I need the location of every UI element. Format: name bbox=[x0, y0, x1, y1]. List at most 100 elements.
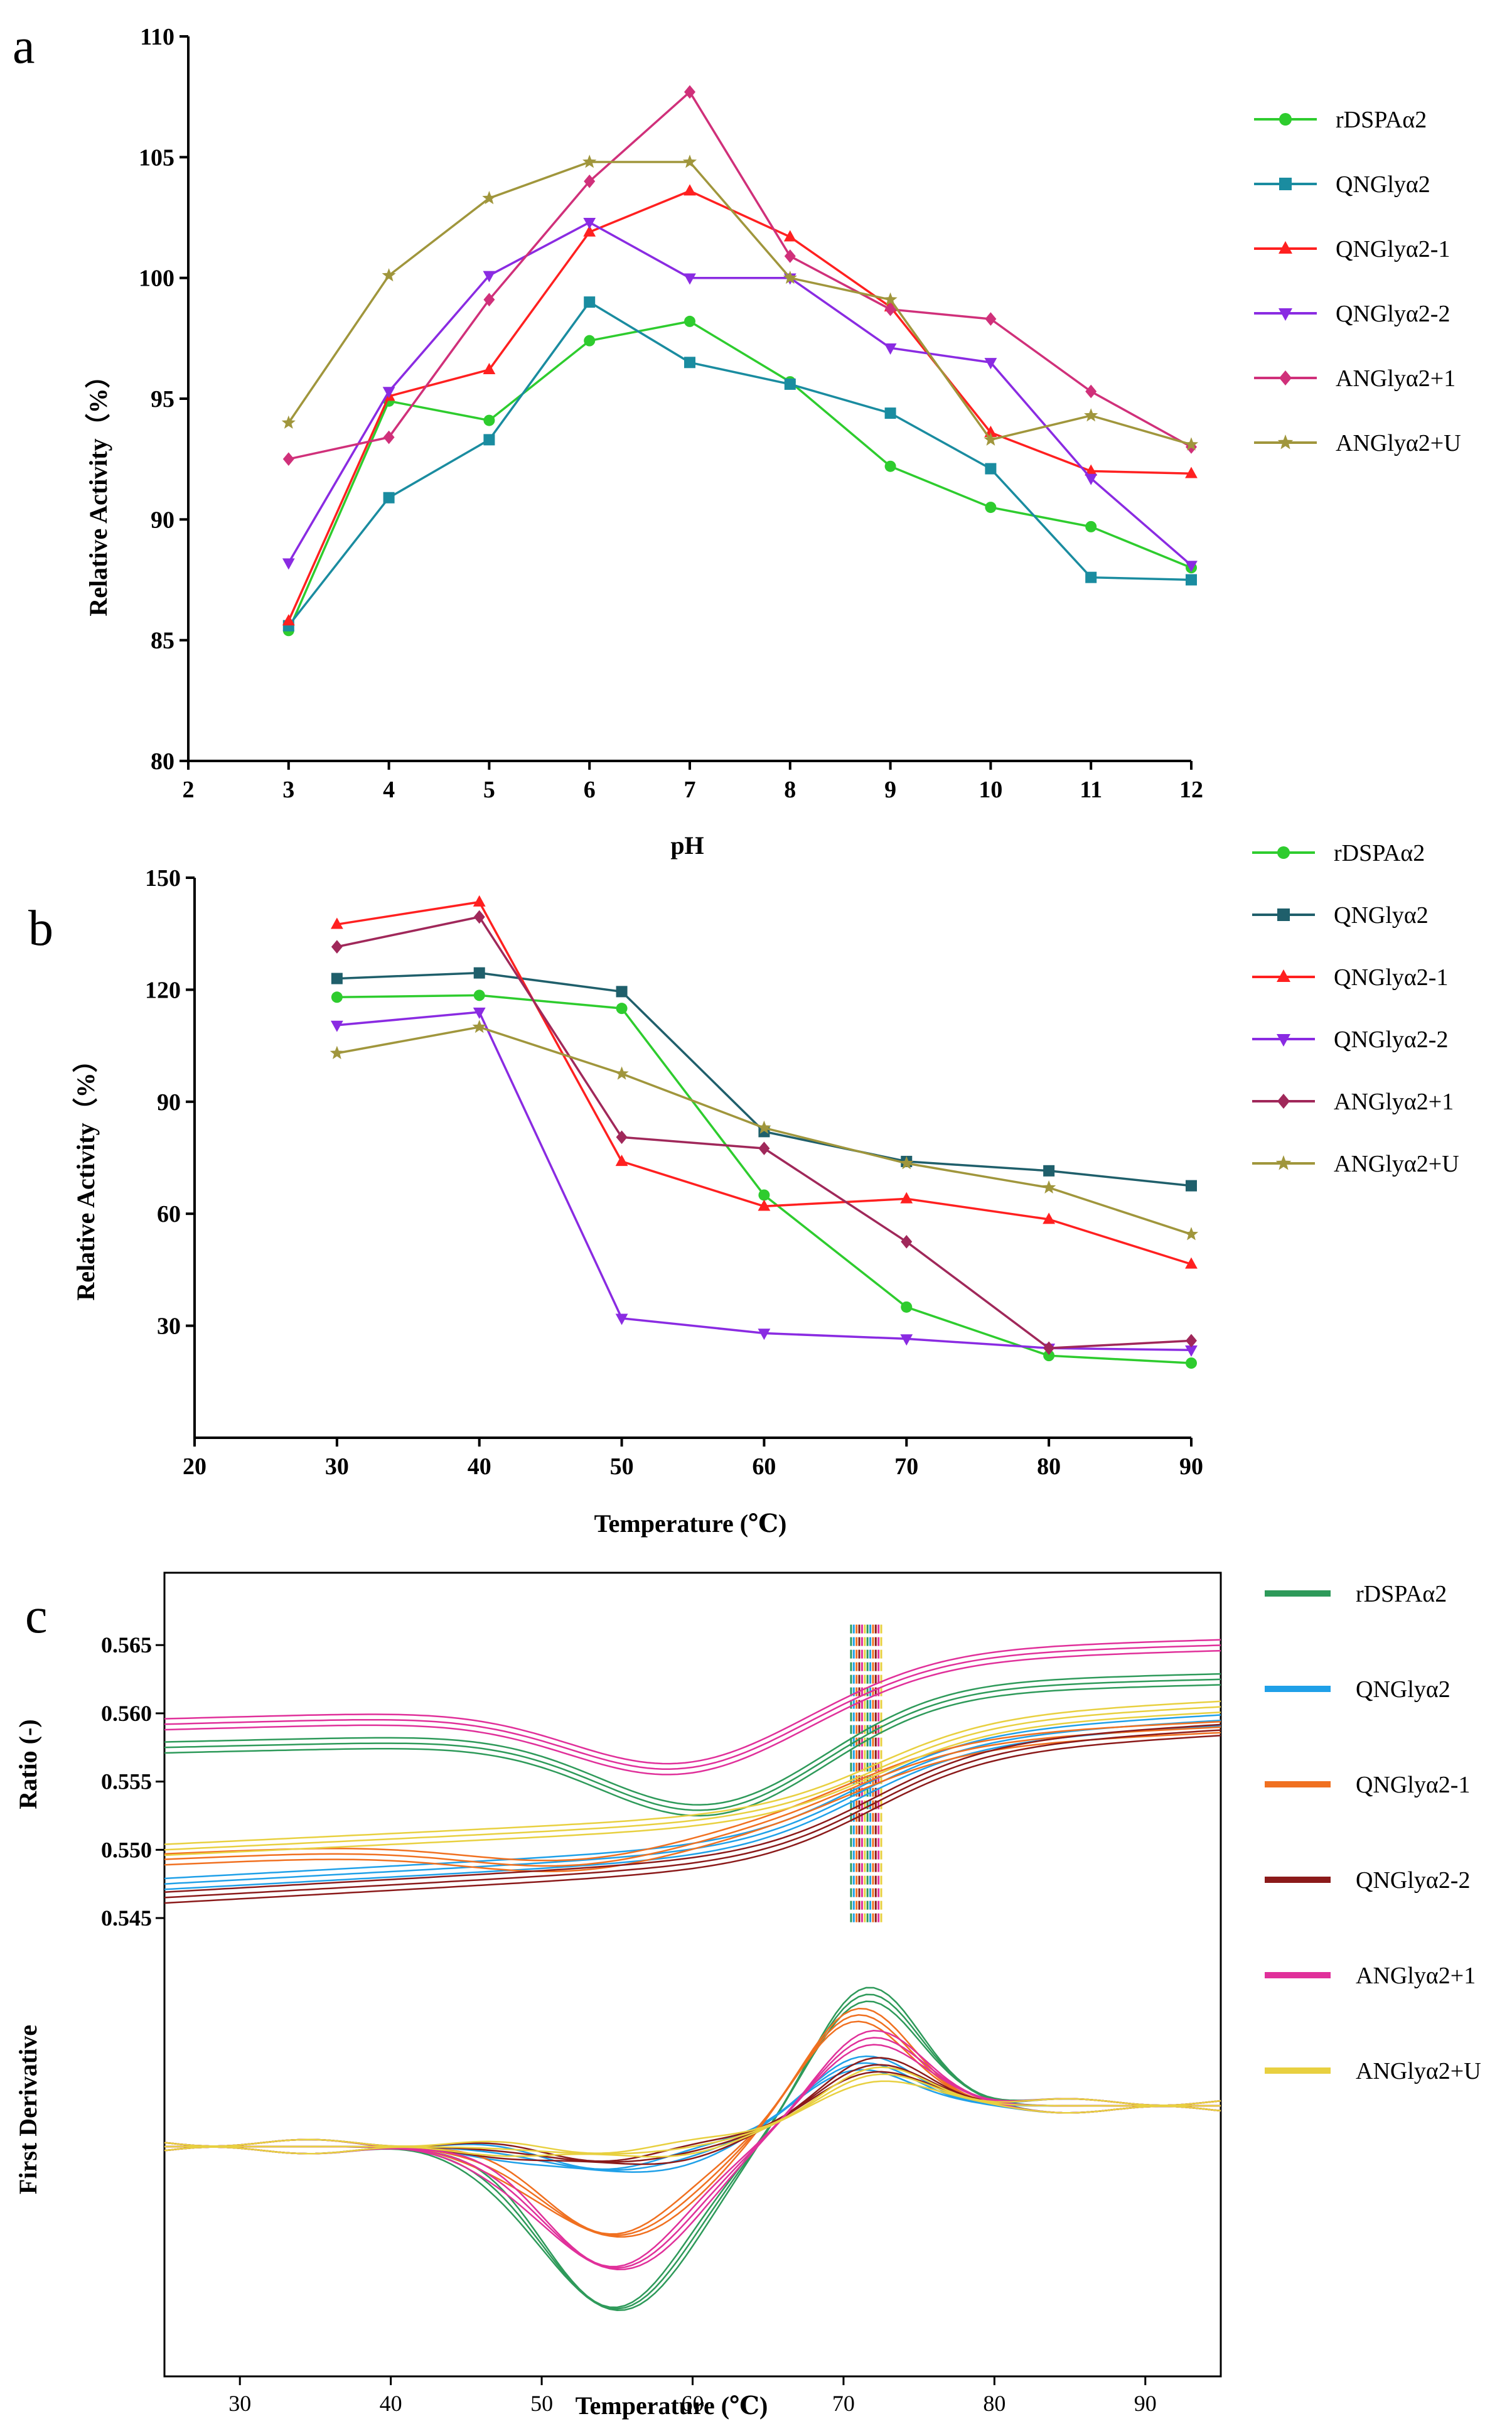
chartA-legend-label-3: QNGlyα2-2 bbox=[1336, 301, 1450, 327]
chart-a-ylabel: Relative Activity（%） bbox=[84, 363, 112, 616]
chartA-legend-label-4: ANGlyα2+1 bbox=[1336, 365, 1456, 392]
chart-b-ylabel: Relative Activity（%） bbox=[72, 1047, 100, 1300]
chartB-point bbox=[330, 1020, 343, 1032]
chartB-point bbox=[1186, 1357, 1197, 1369]
chart-c-xtick-label: 40 bbox=[380, 2391, 402, 2416]
chartB-point bbox=[473, 895, 486, 907]
chartA-point bbox=[1186, 574, 1197, 586]
chartA-point bbox=[1084, 408, 1098, 422]
chartA-ytick-label: 100 bbox=[139, 266, 174, 292]
chartA-point bbox=[1185, 466, 1198, 478]
chart-c-legend-label-2: QNGlyα2-1 bbox=[1356, 1772, 1470, 1798]
chart-c-derivative-curve-5 bbox=[164, 2080, 1221, 2158]
chartA-point bbox=[281, 415, 296, 429]
chartA-point bbox=[884, 343, 897, 355]
chartA-ytick-label: 110 bbox=[140, 24, 174, 50]
panel-label-a: a bbox=[13, 19, 35, 74]
chart-c-legend-label-0: rDSPAα2 bbox=[1356, 1581, 1447, 1607]
chart-c-legend-label-3: QNGlyα2-2 bbox=[1356, 1867, 1470, 1894]
chartA-xtick-label: 6 bbox=[584, 777, 596, 803]
chartA-xtick-label: 9 bbox=[884, 777, 896, 803]
chart-c-ratio-curve-0 bbox=[164, 1678, 1221, 1811]
chartA-series-line-4 bbox=[288, 90, 1192, 460]
chartA-xtick-label: 7 bbox=[684, 777, 696, 803]
chartB-legend-label-5: ANGlyα2+U bbox=[1334, 1151, 1459, 1177]
chart-c-ytick-label: 0.560 bbox=[101, 1701, 152, 1726]
chartA-ytick-label: 95 bbox=[151, 386, 174, 412]
chart-c-xtick-label: 50 bbox=[530, 2391, 553, 2416]
chartA-point bbox=[582, 154, 597, 168]
chartA-legend-marker-4 bbox=[1279, 370, 1292, 385]
chartB-point bbox=[757, 1120, 771, 1134]
chartA-ytick-label: 90 bbox=[151, 507, 174, 533]
chartA-legend-label-1: QNGlyα2 bbox=[1336, 171, 1430, 198]
chartA-point bbox=[684, 85, 695, 99]
chartA-xtick-label: 3 bbox=[282, 777, 294, 803]
chartB-point bbox=[901, 1235, 913, 1249]
chartB-point bbox=[473, 910, 485, 924]
chartA-point bbox=[483, 434, 495, 446]
chart-c-ratio-curve-4 bbox=[164, 1644, 1221, 1771]
chartA-series-line-5 bbox=[287, 161, 1192, 446]
chartA-point bbox=[584, 175, 596, 188]
chart-c-ratio-curve-0 bbox=[164, 1684, 1221, 1817]
chartA-legend-label-2: QNGlyα2-1 bbox=[1336, 236, 1450, 262]
chartA-point bbox=[684, 357, 695, 369]
chartB-legend-label-0: rDSPAα2 bbox=[1334, 840, 1425, 866]
chartA-point bbox=[583, 217, 596, 229]
chartA-point bbox=[682, 154, 697, 168]
chartA-point bbox=[984, 432, 998, 446]
chartB-xtick-label: 60 bbox=[752, 1453, 776, 1480]
chartB-series-line-0 bbox=[336, 994, 1192, 1364]
chartA-xtick-label: 10 bbox=[979, 777, 1002, 803]
chart-c-ratio-curve-0 bbox=[164, 1673, 1221, 1806]
chartB-point bbox=[472, 1020, 486, 1033]
chartA-ytick-label: 80 bbox=[151, 748, 174, 775]
chartA-point bbox=[483, 271, 496, 283]
chart-c-ytick-label: 0.555 bbox=[101, 1769, 152, 1794]
chart-c-ratio-curve-5 bbox=[164, 1706, 1221, 1851]
chartB-point bbox=[331, 973, 343, 984]
chartB-point bbox=[900, 1334, 913, 1346]
chartA-xtick-label: 8 bbox=[784, 777, 796, 803]
chartB-point bbox=[615, 1155, 628, 1167]
chartB-point bbox=[1042, 1180, 1056, 1194]
chartA-point bbox=[584, 296, 596, 308]
chartB-xtick-label: 90 bbox=[1179, 1453, 1203, 1480]
chart-c-ratio-curve-5 bbox=[164, 1700, 1221, 1845]
chart-c-derivative-curve-3 bbox=[164, 2057, 1221, 2162]
chart-c-legend-label-4: ANGlyα2+1 bbox=[1356, 1963, 1476, 1989]
chartB-legend-marker-3 bbox=[1277, 1034, 1290, 1047]
chartA-point bbox=[1185, 561, 1198, 573]
chartB-ytick-label: 30 bbox=[157, 1313, 181, 1340]
chartA-point bbox=[884, 302, 896, 316]
chart-c-xtick-label: 80 bbox=[983, 2391, 1005, 2416]
chartA-point bbox=[783, 271, 797, 284]
chartA-point bbox=[883, 292, 898, 306]
chart-c-derivative-curve-5 bbox=[164, 2073, 1221, 2155]
chart-a-xlabel: pH bbox=[670, 831, 704, 860]
chartB-xtick-label: 70 bbox=[894, 1453, 918, 1480]
chartA-xtick-label: 11 bbox=[1080, 777, 1102, 803]
chartA-point bbox=[985, 463, 997, 475]
chart-a: Relative Activity（%） pH 2 3 4 5 6 7 8 9 10 11 12 80… bbox=[84, 24, 1461, 860]
chart-c-xtick-label: 60 bbox=[682, 2391, 704, 2416]
chartB-point bbox=[330, 1045, 344, 1059]
chartB-point bbox=[1186, 1180, 1197, 1192]
chartB-point bbox=[473, 967, 485, 979]
chartB-xtick-label: 30 bbox=[325, 1453, 349, 1480]
chartB-point bbox=[899, 1156, 914, 1170]
chartA-point bbox=[1085, 473, 1098, 485]
chartB-ytick-label: 120 bbox=[145, 977, 181, 1003]
chart-c-ylabel-top: Ratio (-) bbox=[14, 1719, 42, 1809]
chart-c-ratio-curve-2 bbox=[164, 1732, 1221, 1872]
chartB-point bbox=[473, 989, 485, 1001]
chartB-legend-label-2: QNGlyα2-1 bbox=[1334, 964, 1448, 991]
chartB-ytick-label: 90 bbox=[157, 1089, 181, 1116]
chartA-legend-marker-1 bbox=[1279, 178, 1292, 190]
chartB-point bbox=[616, 986, 628, 998]
chart-c-frame bbox=[163, 1571, 1222, 2378]
chart-c-xlabel: Temperature (℃) bbox=[576, 2391, 768, 2420]
chart-c-derivative-curve-4 bbox=[164, 2044, 1221, 2270]
